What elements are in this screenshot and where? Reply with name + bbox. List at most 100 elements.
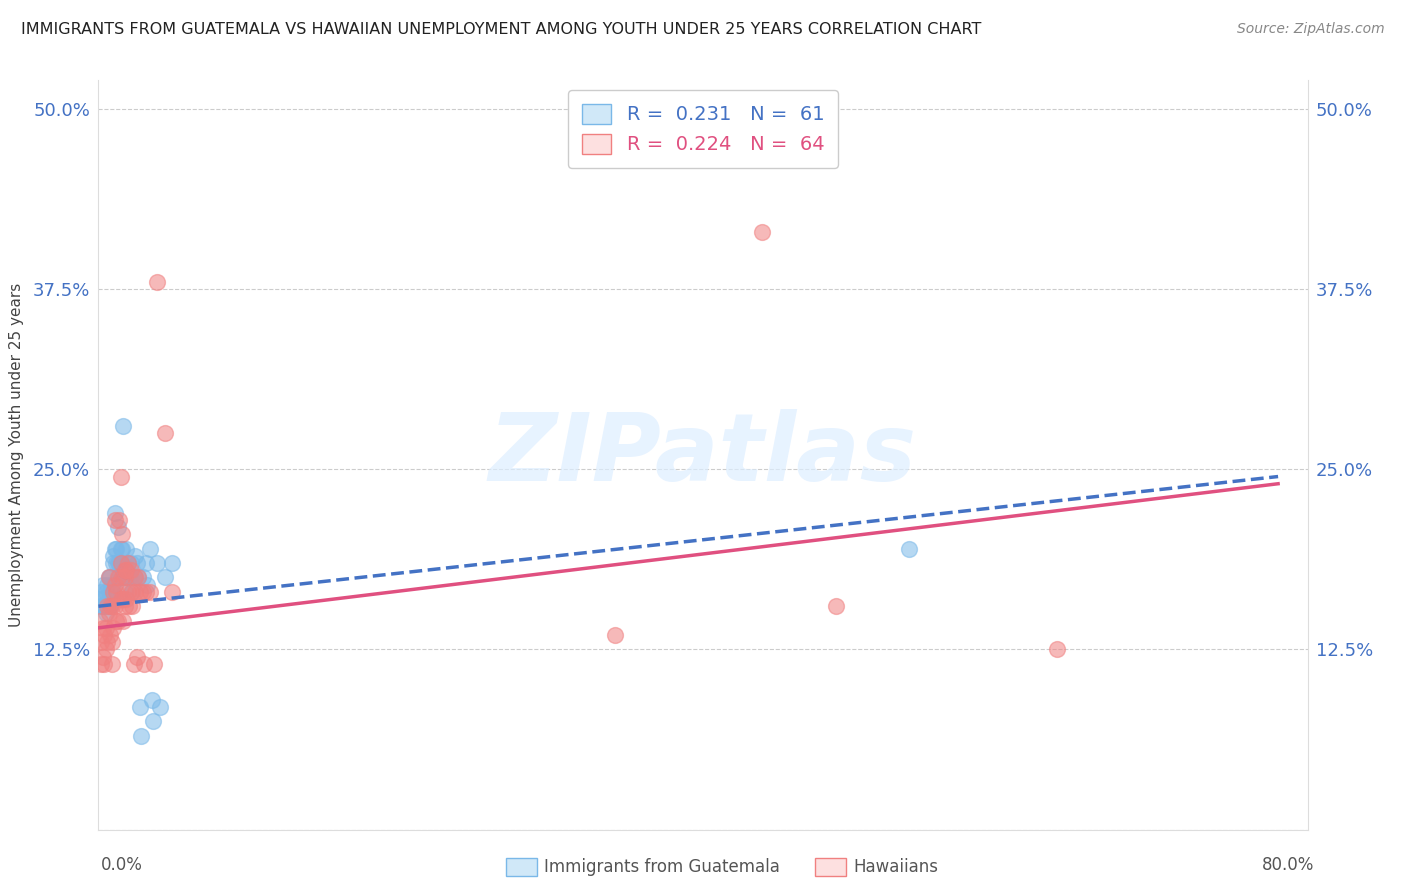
Point bbox=[107, 520, 129, 534]
Point bbox=[122, 657, 145, 671]
Point bbox=[108, 556, 131, 570]
Point bbox=[90, 635, 112, 649]
Point bbox=[124, 549, 146, 563]
Point bbox=[97, 607, 120, 621]
Point bbox=[104, 577, 127, 591]
Point bbox=[101, 621, 124, 635]
Point bbox=[97, 592, 120, 607]
Point bbox=[131, 584, 153, 599]
Point bbox=[94, 607, 117, 621]
Point bbox=[127, 570, 149, 584]
Point bbox=[134, 657, 156, 671]
Point bbox=[115, 541, 138, 556]
Point bbox=[98, 570, 121, 584]
Point bbox=[127, 570, 149, 584]
Point bbox=[110, 592, 132, 607]
Text: Immigrants from Guatemala: Immigrants from Guatemala bbox=[544, 858, 780, 876]
Point bbox=[121, 584, 143, 599]
Point bbox=[128, 584, 150, 599]
Point bbox=[120, 584, 142, 599]
Point bbox=[108, 513, 131, 527]
Text: IMMIGRANTS FROM GUATEMALA VS HAWAIIAN UNEMPLOYMENT AMONG YOUTH UNDER 25 YEARS CO: IMMIGRANTS FROM GUATEMALA VS HAWAIIAN UN… bbox=[21, 22, 981, 37]
Point bbox=[114, 584, 136, 599]
Point bbox=[104, 599, 127, 614]
Text: Source: ZipAtlas.com: Source: ZipAtlas.com bbox=[1237, 22, 1385, 37]
Point bbox=[121, 599, 143, 614]
Point bbox=[115, 570, 138, 584]
Point bbox=[124, 570, 146, 584]
Point bbox=[1046, 642, 1069, 657]
Point bbox=[100, 592, 122, 607]
Legend: R =  0.231   N =  61, R =  0.224   N =  64: R = 0.231 N = 61, R = 0.224 N = 64 bbox=[568, 90, 838, 168]
Point bbox=[101, 584, 124, 599]
Point bbox=[153, 570, 176, 584]
Point bbox=[96, 635, 118, 649]
Text: 80.0%: 80.0% bbox=[1263, 856, 1315, 874]
Point bbox=[112, 419, 135, 434]
Point bbox=[142, 714, 165, 729]
Y-axis label: Unemployment Among Youth under 25 years: Unemployment Among Youth under 25 years bbox=[10, 283, 24, 627]
Point bbox=[96, 599, 118, 614]
Point bbox=[136, 577, 159, 591]
Point bbox=[135, 584, 157, 599]
Point bbox=[122, 570, 145, 584]
Point bbox=[146, 556, 169, 570]
Point bbox=[118, 570, 141, 584]
Point bbox=[120, 570, 142, 584]
Point bbox=[146, 275, 169, 289]
Point bbox=[115, 592, 138, 607]
Point bbox=[104, 513, 127, 527]
Point bbox=[97, 570, 120, 584]
Point bbox=[98, 628, 121, 642]
Point bbox=[100, 577, 122, 591]
Text: ZIPatlas: ZIPatlas bbox=[489, 409, 917, 501]
Point bbox=[100, 635, 122, 649]
Point bbox=[114, 563, 136, 577]
Point bbox=[131, 570, 153, 584]
Point bbox=[143, 657, 166, 671]
Point bbox=[114, 599, 136, 614]
Point bbox=[125, 556, 148, 570]
Point bbox=[93, 592, 115, 607]
Point bbox=[115, 563, 138, 577]
Point bbox=[107, 556, 129, 570]
Point bbox=[91, 621, 114, 635]
Point bbox=[89, 592, 111, 607]
Point bbox=[107, 570, 129, 584]
Point bbox=[117, 556, 139, 570]
Point bbox=[100, 584, 122, 599]
Point bbox=[111, 570, 134, 584]
Point bbox=[139, 584, 162, 599]
Point bbox=[105, 614, 128, 628]
Point bbox=[141, 693, 163, 707]
Point bbox=[94, 642, 117, 657]
Point bbox=[120, 563, 142, 577]
Point bbox=[160, 584, 183, 599]
Point bbox=[603, 628, 626, 642]
Point bbox=[98, 599, 121, 614]
Point bbox=[128, 700, 150, 714]
Point bbox=[114, 563, 136, 577]
Point bbox=[117, 556, 139, 570]
Point bbox=[96, 599, 118, 614]
Point bbox=[91, 599, 114, 614]
Point bbox=[112, 592, 135, 607]
Point bbox=[105, 584, 128, 599]
Point bbox=[125, 649, 148, 664]
Point bbox=[94, 584, 117, 599]
Text: 0.0%: 0.0% bbox=[101, 856, 143, 874]
Point bbox=[153, 426, 176, 441]
Point bbox=[97, 599, 120, 614]
Point bbox=[111, 527, 134, 541]
Point bbox=[108, 570, 131, 584]
Point bbox=[104, 506, 127, 520]
Point bbox=[111, 541, 134, 556]
Point bbox=[89, 614, 111, 628]
Point bbox=[105, 541, 128, 556]
Point bbox=[110, 541, 132, 556]
Point bbox=[91, 577, 114, 591]
Point bbox=[107, 614, 129, 628]
Point bbox=[135, 556, 157, 570]
Point bbox=[112, 614, 135, 628]
Point bbox=[98, 599, 121, 614]
